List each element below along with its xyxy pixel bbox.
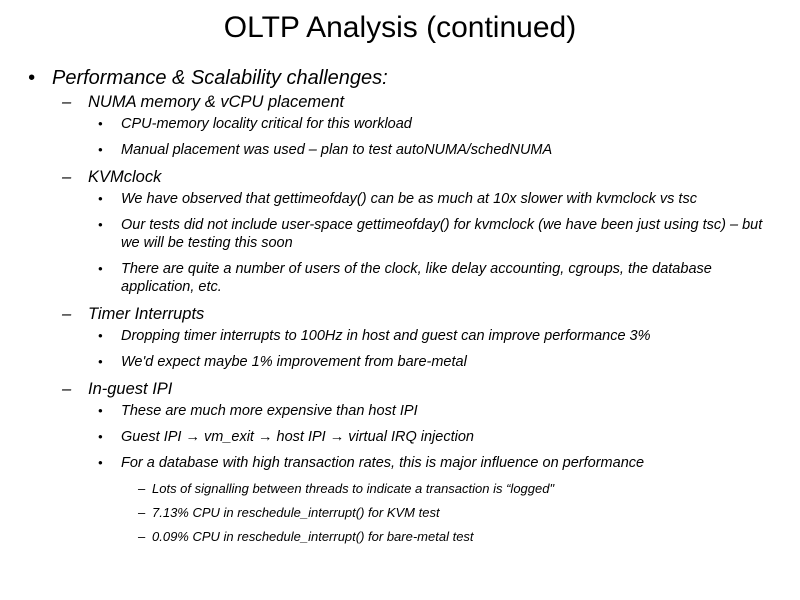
list-item: • Our tests did not include user-space g… xyxy=(98,216,772,252)
list-item: – 7.13% CPU in reschedule_interrupt() fo… xyxy=(138,504,772,521)
slide-title: OLTP Analysis (continued) xyxy=(223,11,577,44)
list-item: • Performance & Scalability challenges: xyxy=(28,65,772,91)
bullet-marker-icon: – xyxy=(138,481,146,496)
bullet-text: These are much more expensive than host … xyxy=(121,403,418,419)
list-item: – 0.09% CPU in reschedule_interrupt() fo… xyxy=(138,528,772,545)
bullet-marker-icon: • xyxy=(98,116,103,131)
bullet-marker-icon: • xyxy=(98,261,103,276)
bullet-marker-icon: – xyxy=(138,505,146,520)
bullet-marker-icon: • xyxy=(98,403,103,418)
bullet-text: We have observed that gettimeofday() can… xyxy=(121,191,697,207)
bullet-text: We'd expect maybe 1% improvement from ba… xyxy=(121,354,467,370)
bullet-text: Timer Interrupts xyxy=(88,305,205,323)
bullet-marker-icon: • xyxy=(28,67,36,89)
list-item: – KVMclock xyxy=(62,167,772,188)
bullet-marker-icon: • xyxy=(98,429,103,444)
list-item: • Manual placement was used – plan to te… xyxy=(98,141,772,159)
bullet-text: In-guest IPI xyxy=(88,380,173,398)
bullet-text: Dropping timer interrupts to 100Hz in ho… xyxy=(121,328,651,344)
bullet-text: For a database with high transaction rat… xyxy=(121,455,645,471)
list-item: • We have observed that gettimeofday() c… xyxy=(98,190,772,208)
list-item: • Guest IPI → vm_exit → host IPI → virtu… xyxy=(98,428,772,446)
list-item: • These are much more expensive than hos… xyxy=(98,402,772,420)
list-item: • Dropping timer interrupts to 100Hz in … xyxy=(98,327,772,345)
bullet-text: 7.13% CPU in reschedule_interrupt() for … xyxy=(152,505,440,520)
bullet-text: KVMclock xyxy=(88,168,162,186)
bullet-marker-icon: • xyxy=(98,217,103,232)
bullet-text: CPU-memory locality critical for this wo… xyxy=(121,116,412,132)
bullet-marker-icon: • xyxy=(98,191,103,206)
list-item: • There are quite a number of users of t… xyxy=(98,260,772,296)
list-item: • CPU-memory locality critical for this … xyxy=(98,115,772,133)
bullet-marker-icon: • xyxy=(98,455,103,470)
list-item: – Timer Interrupts xyxy=(62,304,772,325)
bullet-marker-icon: • xyxy=(98,328,103,343)
bullet-text: Manual placement was used – plan to test… xyxy=(121,142,553,158)
list-item: • For a database with high transaction r… xyxy=(98,454,772,472)
list-item: – In-guest IPI xyxy=(62,379,772,400)
bullet-text: Lots of signalling between threads to in… xyxy=(152,481,555,496)
bullet-marker-icon: – xyxy=(138,529,146,544)
bullet-text: 0.09% CPU in reschedule_interrupt() for … xyxy=(152,529,474,544)
bullet-text: There are quite a number of users of the… xyxy=(121,261,712,295)
bullet-marker-icon: – xyxy=(62,380,72,398)
bullet-text: Our tests did not include user-space get… xyxy=(121,217,763,251)
bullet-marker-icon: – xyxy=(62,168,72,186)
bullet-text: NUMA memory & vCPU placement xyxy=(88,93,345,111)
bullet-marker-icon: – xyxy=(62,305,72,323)
list-item: – NUMA memory & vCPU placement xyxy=(62,92,772,113)
bullet-marker-icon: – xyxy=(62,93,72,111)
bullet-text: Guest IPI → vm_exit → host IPI → virtual… xyxy=(121,429,474,445)
list-item: – Lots of signalling between threads to … xyxy=(138,480,772,497)
bullet-list: • Performance & Scalability challenges: … xyxy=(0,65,800,545)
bullet-marker-icon: • xyxy=(98,354,103,369)
bullet-marker-icon: • xyxy=(98,142,103,157)
list-item: • We'd expect maybe 1% improvement from … xyxy=(98,353,772,371)
bullet-text: Performance & Scalability challenges: xyxy=(52,67,388,89)
